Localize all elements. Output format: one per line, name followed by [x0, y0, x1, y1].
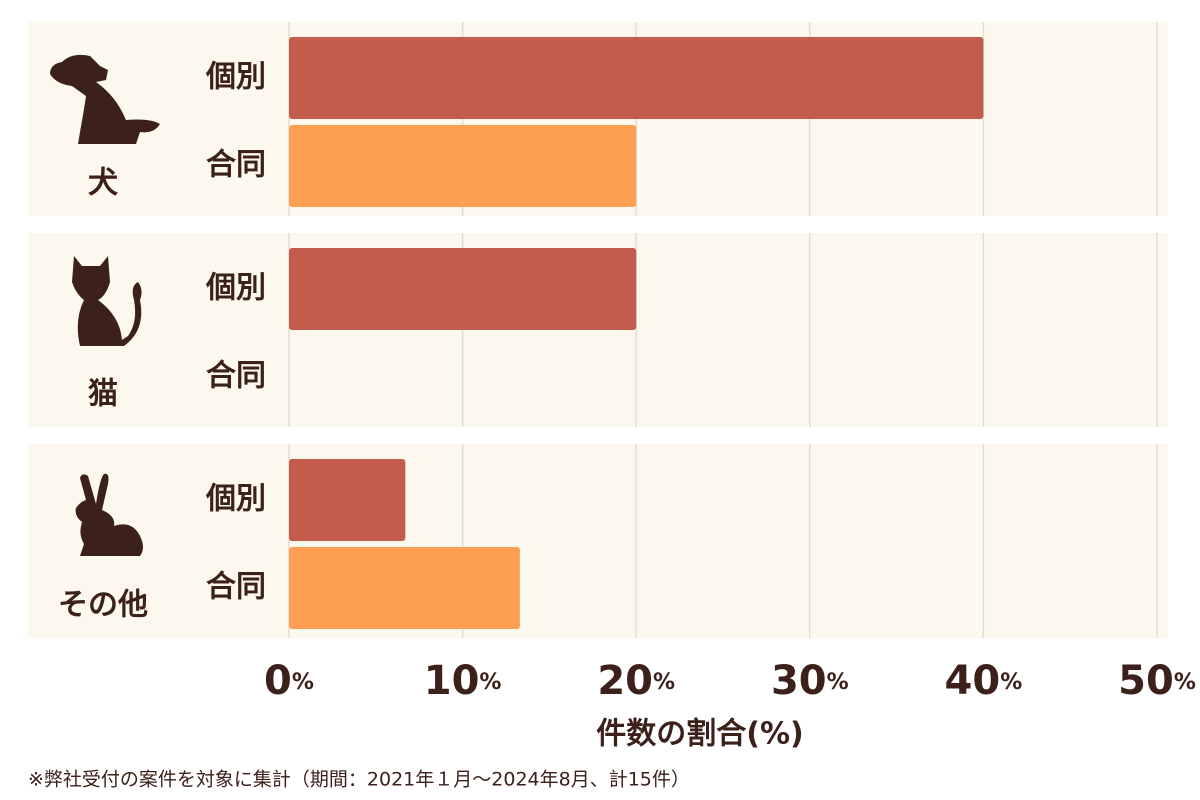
x-tick-label: 40% [945, 658, 1023, 704]
category-label: その他 [58, 588, 148, 623]
bar [289, 459, 406, 541]
tick-number: 20 [597, 658, 653, 704]
rabbit-icon [75, 473, 143, 556]
tick-unit: % [653, 670, 675, 695]
bar [289, 125, 637, 207]
x-tick-label: 50% [1118, 658, 1196, 704]
cat-icon [72, 256, 142, 346]
row-label: 合同 [206, 148, 266, 183]
tick-number: 0 [264, 658, 292, 704]
row-label: 合同 [206, 570, 266, 605]
category-label: 犬 [88, 166, 118, 201]
icons [50, 54, 160, 556]
tick-unit: % [479, 670, 501, 695]
row-label: 個別 [205, 482, 266, 517]
tick-number: 30 [771, 658, 827, 704]
x-tick-label: 30% [771, 658, 849, 704]
x-tick-label: 20% [597, 658, 675, 704]
row-label: 合同 [206, 359, 266, 394]
footnote: ※弊社受付の案件を対象に集計（期間：2021年１月～2024年8月、計15件） [28, 769, 690, 791]
bar [289, 248, 637, 330]
x-tick-label: 10% [424, 658, 502, 704]
tick-unit: % [1000, 670, 1022, 695]
tick-number: 10 [424, 658, 480, 704]
dog-icon [50, 54, 160, 144]
bar [289, 547, 520, 629]
x-tick-label: 0% [264, 658, 314, 704]
row-label: 個別 [205, 271, 266, 306]
tick-unit: % [827, 670, 849, 695]
tick-number: 40 [945, 658, 1001, 704]
row-label: 個別 [205, 60, 266, 95]
tick-number: 50 [1118, 658, 1174, 704]
category-label: 猫 [88, 377, 118, 412]
bar [289, 37, 984, 119]
tick-unit: % [292, 670, 314, 695]
tick-unit: % [1174, 670, 1196, 695]
group-band [28, 444, 1168, 638]
x-axis-label: 件数の割合(%) [596, 717, 803, 752]
